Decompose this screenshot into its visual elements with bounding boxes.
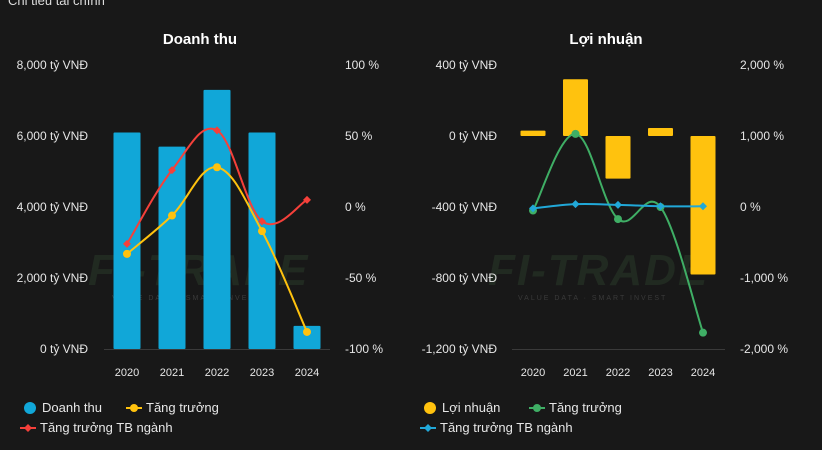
left-axis-tick: -1,200 tỷ VNĐ: [422, 342, 498, 356]
bar-2022[interactable]: [203, 89, 231, 349]
series-point-2[interactable]: [213, 126, 221, 135]
legend-label: Tăng trưởng: [146, 400, 219, 415]
bar-2024[interactable]: [293, 325, 321, 349]
x-tick-label: 2020: [115, 367, 139, 379]
series-line-1: [126, 166, 308, 333]
right-axis-tick: -2,000 %: [740, 342, 788, 356]
legend-item[interactable]: Doanh thu: [24, 400, 102, 415]
right-axis-tick: 2,000 %: [740, 58, 784, 72]
series-point-1[interactable]: [213, 163, 221, 172]
left-axis-tick: 4,000 tỷ VNĐ: [17, 200, 89, 214]
bar-2023[interactable]: [648, 128, 673, 136]
x-tick-label: 2021: [563, 367, 587, 379]
series-point-1[interactable]: [303, 327, 311, 336]
left-axis-tick: 0 tỷ VNĐ: [449, 129, 497, 143]
series-point-1[interactable]: [168, 211, 176, 220]
series-point-2[interactable]: [614, 200, 622, 209]
left-axis-tick: 8,000 tỷ VNĐ: [17, 58, 89, 72]
x-tick-label: 2022: [205, 367, 229, 379]
watermark-logo-right: FI-TRADE: [488, 246, 709, 295]
series-point-1[interactable]: [571, 129, 580, 138]
series-point-2[interactable]: [168, 166, 176, 175]
right-axis-tick: 50 %: [345, 129, 373, 143]
left-axis-tick: 0 tỷ VNĐ: [40, 342, 88, 356]
x-tick-label: 2022: [606, 367, 630, 379]
legend-item[interactable]: Lợi nhuận: [424, 400, 500, 415]
x-tick-label: 2020: [521, 367, 545, 379]
left-axis-tick: 2,000 tỷ VNĐ: [17, 271, 89, 285]
series-point-2[interactable]: [529, 204, 537, 213]
series-point-2[interactable]: [303, 195, 311, 204]
watermark-tagline-left: VALUE DATA · SMART INVEST: [112, 295, 261, 302]
bar-2023[interactable]: [248, 132, 276, 349]
revenue-chart: Doanh thu 8,000 tỷ VNĐ 6,000 tỷ VNĐ 4,000 t…: [17, 31, 384, 435]
legend-label: Tăng trưởng: [549, 400, 622, 415]
left-axis-tick: 400 tỷ VNĐ: [436, 58, 498, 72]
right-axis-tick: 100 %: [345, 58, 379, 72]
series-point-1[interactable]: [614, 215, 622, 224]
watermark-tagline-right: VALUE DATA · SMART INVEST: [518, 295, 667, 302]
legend-item[interactable]: Tăng trưởng: [529, 400, 622, 415]
legend-label: Doanh thu: [42, 400, 102, 415]
legend-item[interactable]: Tăng trưởng TB ngành: [20, 420, 173, 435]
legend-label: Tăng trưởng TB ngành: [440, 420, 573, 435]
left-axis-tick: -400 tỷ VNĐ: [432, 200, 498, 214]
x-tick-label: 2024: [295, 367, 319, 379]
bar-2021[interactable]: [563, 79, 588, 136]
left-axis-tick: 6,000 tỷ VNĐ: [17, 129, 89, 143]
left-axis-tick: -800 tỷ VNĐ: [432, 271, 498, 285]
legend-swatch-marker: [533, 404, 541, 412]
bar-2022[interactable]: [605, 136, 631, 179]
x-tick-label: 2023: [648, 367, 672, 379]
x-tick-label: 2021: [160, 367, 184, 379]
series-point-2[interactable]: [656, 202, 665, 211]
watermark-right: FI-TRADE VALUE DATA · SMART INVEST: [488, 246, 709, 302]
right-axis-tick: -1,000 %: [740, 271, 788, 285]
x-tick-label: 2023: [250, 367, 274, 379]
series-point-1[interactable]: [123, 249, 131, 258]
series-point-2[interactable]: [258, 217, 266, 226]
right-axis-tick: 0 %: [345, 200, 366, 214]
series-point-1[interactable]: [699, 328, 707, 337]
bar-2021[interactable]: [158, 146, 186, 349]
legend-swatch-marker: [130, 404, 138, 412]
right-axis-tick: 1,000 %: [740, 129, 784, 143]
x-tick-label: 2024: [691, 367, 715, 379]
series-point-2[interactable]: [571, 200, 580, 209]
legend-swatch-marker: [24, 424, 32, 432]
bar-2020[interactable]: [520, 130, 546, 136]
right-axis-tick: 0 %: [740, 200, 761, 214]
profit-chart: Lợi nhuận 400 tỷ VNĐ 0 tỷ VNĐ -400 tỷ VNĐ -8…: [420, 31, 788, 435]
series-point-2[interactable]: [699, 202, 707, 211]
legend-swatch-marker: [424, 424, 432, 432]
legend-item[interactable]: Tăng trưởng: [126, 400, 219, 415]
right-axis-tick: -50 %: [345, 271, 377, 285]
legend-item[interactable]: Tăng trưởng TB ngành: [420, 420, 573, 435]
chart-title: Lợi nhuận: [569, 31, 642, 48]
right-axis-tick: -100 %: [345, 342, 383, 356]
legend-swatch: [424, 402, 436, 414]
legend-label: Lợi nhuận: [442, 400, 500, 415]
legend-label: Tăng trưởng TB ngành: [40, 420, 173, 435]
legend-swatch: [24, 402, 36, 414]
series-point-1[interactable]: [258, 227, 266, 236]
chart-title: Doanh thu: [163, 31, 237, 48]
page-header: Chỉ tiêu tài chính: [8, 0, 105, 8]
series-point-2[interactable]: [123, 239, 131, 248]
